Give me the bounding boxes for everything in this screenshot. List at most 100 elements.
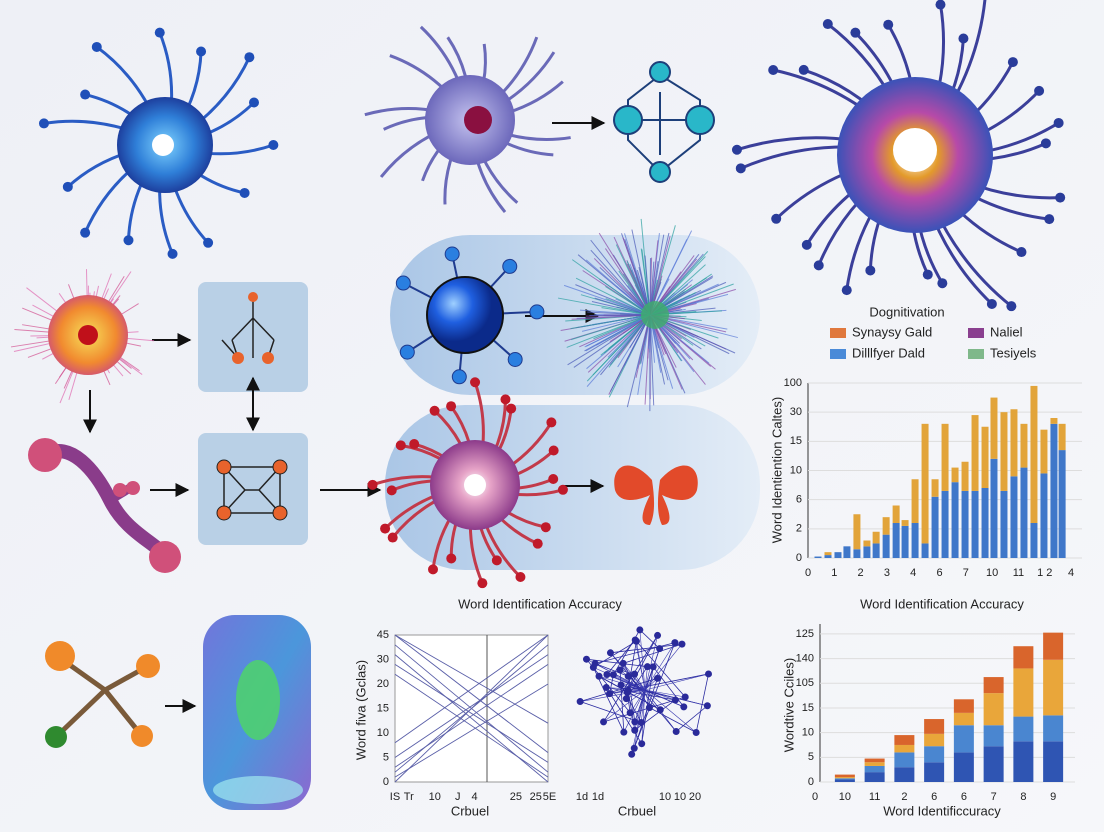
- x-tick-label: 7: [991, 791, 997, 803]
- line-series: [394, 634, 549, 724]
- node: [631, 726, 639, 734]
- edge: [640, 689, 646, 723]
- edge: [634, 689, 646, 722]
- node: [576, 698, 584, 706]
- bar-segment: [983, 693, 1004, 726]
- dendrite-end: [548, 445, 559, 456]
- bar-segment: [921, 423, 929, 544]
- legend-title: Dognitivation: [869, 304, 944, 319]
- y-tick-label: 140: [796, 652, 814, 664]
- bar-segment: [882, 517, 890, 535]
- dendrite-end: [813, 260, 824, 271]
- node: [606, 690, 614, 698]
- dendrite-end: [1044, 214, 1055, 225]
- bar-segment: [983, 677, 1004, 694]
- node: [602, 684, 610, 692]
- x-tick-label: J: [455, 791, 461, 803]
- spoke-end: [395, 275, 411, 291]
- legend-label: Dilllfyer Dald: [852, 345, 925, 360]
- bar-segment: [961, 461, 969, 491]
- x-tick-label: 10: [429, 791, 441, 803]
- edge: [620, 684, 646, 691]
- node: [582, 655, 590, 663]
- bar-segment: [1030, 385, 1038, 523]
- dendrite-end: [532, 538, 543, 549]
- legend-swatch: [968, 328, 984, 338]
- line-series: [394, 654, 549, 758]
- node: [649, 663, 657, 671]
- x-tick-label: 25: [530, 791, 542, 803]
- bond: [56, 688, 107, 737]
- bar-segment: [971, 415, 979, 491]
- bar-segment: [1030, 523, 1038, 558]
- x-tick-label: 1d: [576, 791, 588, 803]
- dendrite-end: [62, 181, 73, 192]
- y-axis-label: Wordtive Cciles): [781, 658, 796, 752]
- bar-segment: [1043, 659, 1064, 716]
- edge: [606, 639, 636, 675]
- edge: [634, 639, 646, 691]
- dendrite-end: [865, 265, 876, 276]
- butterfly-wing: [657, 465, 698, 525]
- dendrite-end: [196, 46, 207, 57]
- node: [623, 688, 631, 696]
- dendrite-end: [1053, 117, 1064, 128]
- atom: [45, 641, 75, 671]
- spoke-end: [502, 258, 518, 274]
- bar-segment: [1020, 423, 1028, 468]
- edge: [626, 635, 658, 693]
- dendrite-end: [91, 41, 102, 52]
- y-tick-label: 10: [790, 464, 802, 476]
- bar-segment: [931, 479, 939, 497]
- x-tick-label: Tr: [404, 791, 414, 803]
- dendrite-end: [428, 564, 438, 575]
- y-tick-label: 125: [796, 628, 814, 640]
- edge: [594, 663, 629, 677]
- atom: [131, 725, 153, 747]
- bar-segment: [911, 523, 919, 558]
- ball: [126, 481, 140, 495]
- node: [617, 681, 625, 689]
- node: [603, 671, 611, 679]
- fiber: [557, 297, 651, 316]
- node: [638, 740, 646, 748]
- dendrite-end: [244, 52, 255, 63]
- dendrite-end: [80, 227, 91, 238]
- node: [216, 505, 232, 521]
- y-tick-label: 10: [377, 727, 389, 739]
- atom: [45, 726, 67, 748]
- dendrite-end: [557, 484, 568, 495]
- dendrite-end: [540, 522, 551, 533]
- neuron: [367, 377, 568, 589]
- legend-swatch: [830, 328, 846, 338]
- x-tick-label: 3: [884, 567, 890, 579]
- edge: [675, 705, 708, 732]
- dendrite-end: [883, 19, 894, 30]
- edge: [580, 677, 658, 702]
- bar-segment: [843, 546, 851, 558]
- dendrite-end: [1040, 138, 1051, 149]
- x-axis-label: Crbuel: [451, 803, 489, 818]
- fiber: [615, 244, 651, 316]
- y-tick-label: 30: [377, 653, 389, 665]
- edge: [644, 673, 709, 691]
- bar-segment: [1043, 715, 1064, 742]
- line-series: [394, 664, 549, 768]
- glass-base: [213, 776, 303, 804]
- node: [619, 659, 627, 667]
- x-tick-label: 4: [471, 791, 477, 803]
- fiber: [581, 314, 651, 332]
- node: [637, 718, 645, 726]
- x-tick-label: 1: [831, 567, 837, 579]
- node: [649, 61, 671, 83]
- y-tick-label: 6: [796, 494, 802, 506]
- y-tick-label: 15: [377, 702, 389, 714]
- bar-segment: [853, 514, 861, 550]
- bar-segment: [941, 423, 949, 491]
- bar-segment: [901, 520, 909, 526]
- node: [600, 718, 608, 726]
- x-tick-label: 2: [901, 791, 907, 803]
- spoke-end: [507, 351, 523, 367]
- bar-segment: [834, 552, 842, 558]
- edge: [610, 643, 683, 654]
